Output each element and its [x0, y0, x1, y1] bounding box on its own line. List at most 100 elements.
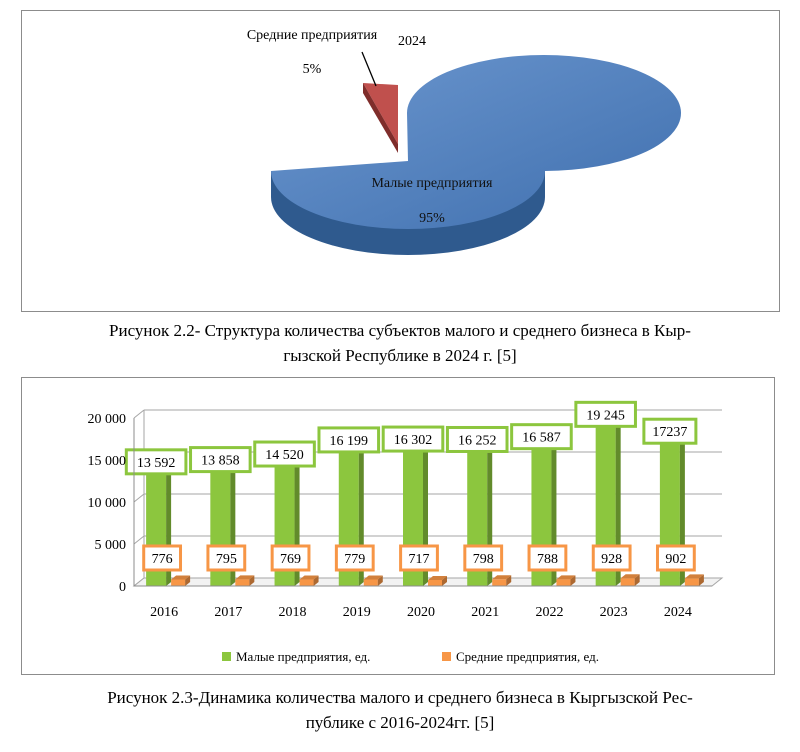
bar-medium-2023-top	[620, 574, 640, 579]
data-label-medium-2017-text: 795	[216, 552, 237, 567]
y-tick-label: 10 000	[88, 496, 127, 511]
data-label-small-2016: 13 592	[124, 448, 188, 476]
data-label-small-2018-text: 14 520	[265, 448, 304, 463]
data-label-small-2022: 16 587	[510, 423, 573, 451]
data-label-small-2017-text: 13 858	[201, 454, 240, 469]
data-label-small-2022-text: 16 587	[522, 431, 561, 446]
bar-medium-2024	[684, 574, 704, 586]
data-label-small-2024-text: 17237	[652, 425, 687, 440]
bar-medium-2021	[492, 575, 512, 586]
data-label-small-2023-box	[574, 400, 637, 428]
data-label-medium-2019: 779	[334, 544, 375, 572]
bar-medium-2018-top	[299, 575, 319, 580]
pie-title: 2024	[398, 34, 426, 49]
x-tick-label: 2018	[279, 605, 307, 620]
y-tick-label: 5 000	[95, 538, 127, 553]
bar-medium-2021-side	[506, 575, 512, 586]
bar-medium-2019	[363, 575, 383, 586]
data-label-medium-2024: 902	[655, 544, 696, 572]
data-label-small-2021-text: 16 252	[458, 433, 497, 448]
data-label-small-2016-box	[124, 448, 188, 476]
data-label-medium-2017-box	[206, 544, 247, 572]
bar-medium-2017-side	[249, 575, 255, 586]
bar-chart: 13 592 776 13 858 795 14 520 769 16 199 779 16 3…	[88, 400, 724, 664]
bar-medium-2018	[299, 575, 319, 586]
data-label-small-2020: 16 302	[381, 425, 445, 453]
leader-line	[361, 51, 377, 87]
data-label-medium-2021-text: 798	[473, 552, 494, 567]
data-label-medium-2018-box	[270, 544, 311, 572]
bar-caption-line2: публике с 2016-2024гг. [5]	[305, 713, 495, 732]
data-label-medium-2022-box	[527, 544, 568, 572]
y-tick-label: 15 000	[88, 454, 127, 469]
data-label-small-2018-box	[253, 440, 316, 468]
bar-medium-2021-top	[492, 575, 512, 580]
legend-label-1: Средние предприятия, ед.	[456, 649, 599, 664]
data-label-small-2016-text: 13 592	[137, 456, 176, 471]
data-label-small-2023: 19 245	[574, 400, 637, 428]
data-label-medium-2020: 717	[399, 544, 439, 572]
pie-caption: Рисунок 2.2- Структура количества субъек…	[0, 318, 800, 368]
bar-medium-2019-front	[363, 579, 378, 586]
data-label-medium-2018: 769	[270, 544, 311, 572]
bar-medium-2022	[556, 575, 576, 586]
data-label-medium-2018-text: 769	[280, 552, 301, 567]
data-label-medium-2019-box	[334, 544, 375, 572]
bar-medium-2023-side	[634, 574, 640, 586]
data-label-medium-2021: 798	[463, 544, 504, 572]
data-label-small-2019: 16 199	[317, 426, 381, 454]
bar-medium-2017-front	[235, 579, 250, 586]
pie-value-small: 95%	[419, 211, 445, 226]
bar-medium-2018-front	[299, 579, 314, 586]
bar-medium-2022-top	[556, 575, 576, 580]
bar-caption: Рисунок 2.3-Динамика количества малого и…	[0, 685, 800, 735]
gridline-side	[133, 493, 145, 503]
data-label-medium-2017: 795	[206, 544, 247, 572]
gridline-side	[133, 409, 145, 419]
pie-chart-frame: 2024 Средние предприятия 5% Малые предпр…	[21, 10, 780, 312]
x-tick-label: 2017	[214, 605, 242, 620]
pie-slice-small	[271, 55, 681, 255]
pie-caption-line1: Рисунок 2.2- Структура количества субъек…	[109, 321, 691, 340]
bar-medium-2023	[620, 574, 640, 586]
bar-medium-2022-front	[556, 579, 571, 586]
legend-label-0: Малые предприятия, ед.	[236, 649, 370, 664]
bar-medium-2024-front	[684, 578, 699, 586]
bar-medium-2022-side	[570, 575, 576, 586]
data-label-small-2022-box	[510, 423, 573, 451]
x-tick-label: 2023	[600, 605, 628, 620]
bar-medium-2020-top	[428, 575, 447, 580]
data-label-medium-2023-box	[591, 544, 632, 572]
data-label-medium-2023-text: 928	[601, 552, 622, 567]
bar-medium-2018-side	[313, 575, 319, 586]
bar-medium-2016-front	[171, 579, 186, 586]
data-label-small-2017-box	[189, 446, 252, 474]
data-label-medium-2021-box	[463, 544, 504, 572]
bar-medium-2020-side	[442, 575, 447, 586]
bar-medium-2020	[428, 575, 447, 586]
pie-label-medium: Средние предприятия	[247, 28, 378, 43]
data-label-small-2020-box	[381, 425, 445, 453]
data-label-medium-2024-text: 902	[665, 552, 686, 567]
bar-medium-2017-top	[235, 575, 255, 580]
data-label-small-2021-box	[445, 425, 509, 453]
x-tick-label: 2022	[535, 605, 563, 620]
data-label-medium-2019-text: 779	[344, 552, 365, 567]
data-label-small-2021: 16 252	[445, 425, 509, 453]
bar-medium-2016-top	[171, 575, 191, 580]
data-label-medium-2020-text: 717	[409, 552, 430, 567]
data-label-small-2024-box	[642, 417, 698, 445]
data-label-small-2024: 17237	[642, 417, 698, 445]
data-label-small-2020-text: 16 302	[394, 433, 433, 448]
data-label-medium-2024-box	[655, 544, 696, 572]
x-tick-label: 2021	[471, 605, 499, 620]
bar-medium-2024-top	[684, 574, 704, 579]
bar-medium-2020-front	[428, 579, 442, 586]
bar-medium-2016-side	[185, 575, 191, 586]
data-label-medium-2022-text: 788	[537, 552, 558, 567]
bar-medium-2019-side	[377, 575, 383, 586]
y-tick-label: 20 000	[88, 412, 127, 427]
bar-medium-2019-top	[363, 575, 383, 580]
x-tick-label: 2016	[150, 605, 178, 620]
data-label-medium-2016-text: 776	[152, 552, 173, 567]
